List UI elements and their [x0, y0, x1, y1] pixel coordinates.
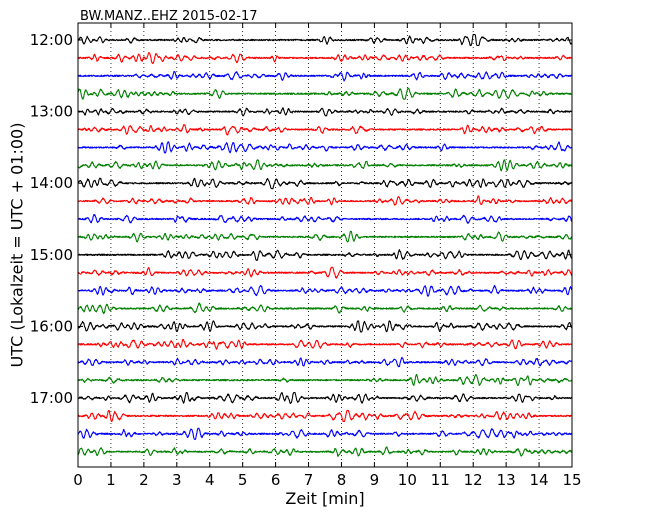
trace-row-1445 — [77, 230, 573, 243]
x-tick-label: 6 — [271, 471, 281, 489]
trace-row-1215 — [77, 51, 573, 64]
x-tick-label: 9 — [370, 471, 380, 489]
x-tick-label: 13 — [497, 471, 516, 489]
seismic-traces — [77, 33, 573, 457]
trace-row-1515 — [77, 266, 573, 279]
x-tick-label: 4 — [205, 471, 215, 489]
trace-row-1545 — [77, 302, 573, 315]
x-tick-label: 0 — [73, 471, 83, 489]
trace-row-1715 — [77, 409, 573, 422]
y-axis-label: UTC (Lokalzeit = UTC + 01:00) — [8, 123, 27, 368]
x-tick-label: 12 — [464, 471, 483, 489]
y-tick-label: 12:00 — [30, 31, 73, 49]
trace-row-1700 — [77, 391, 573, 405]
trace-row-1730 — [77, 427, 573, 440]
x-tick-label: 1 — [106, 471, 116, 489]
y-tick-label: 13:00 — [30, 103, 73, 121]
x-tick-label: 5 — [238, 471, 248, 489]
trace-row-1300 — [77, 107, 573, 117]
x-tick-label: 15 — [562, 471, 581, 489]
trace-row-1745 — [77, 446, 573, 457]
y-tick-label: 15:00 — [30, 246, 73, 264]
x-tick-label: 8 — [337, 471, 347, 489]
axis-ticks: 0 1 2 3 4 5 6 7 8 9 10 11 12 13 14 1512:0013:0014:0015:… — [30, 23, 582, 489]
trace-row-1600 — [77, 320, 573, 333]
y-tick-label: 17:00 — [30, 389, 73, 407]
trace-row-1330 — [77, 141, 573, 154]
trace-row-1430 — [77, 214, 573, 224]
y-tick-label: 16:00 — [30, 317, 73, 335]
trace-row-1245 — [77, 87, 573, 100]
x-tick-label: 2 — [139, 471, 149, 489]
x-tick-label: 14 — [530, 471, 549, 489]
trace-row-1200 — [77, 33, 573, 47]
x-axis-label: Zeit [min] — [285, 489, 364, 508]
trace-row-1400 — [77, 177, 573, 190]
trace-row-1630 — [77, 356, 573, 368]
x-tick-label: 10 — [398, 471, 417, 489]
chart-title: BW.MANZ..EHZ 2015-02-17 — [80, 9, 258, 24]
trace-row-1315 — [77, 124, 573, 136]
trace-row-1645 — [77, 374, 573, 387]
y-tick-label: 14:00 — [30, 174, 73, 192]
x-tick-label: 11 — [431, 471, 450, 489]
vertical-grid — [110, 23, 540, 467]
trace-row-1615 — [77, 338, 573, 350]
x-tick-label: 3 — [172, 471, 182, 489]
trace-row-1230 — [77, 70, 573, 82]
trace-row-1415 — [77, 195, 573, 206]
trace-row-1345 — [77, 159, 573, 172]
plot-frame — [77, 22, 573, 468]
trace-row-1500 — [77, 249, 573, 261]
x-tick-label: 7 — [304, 471, 314, 489]
trace-row-1530 — [77, 284, 573, 297]
